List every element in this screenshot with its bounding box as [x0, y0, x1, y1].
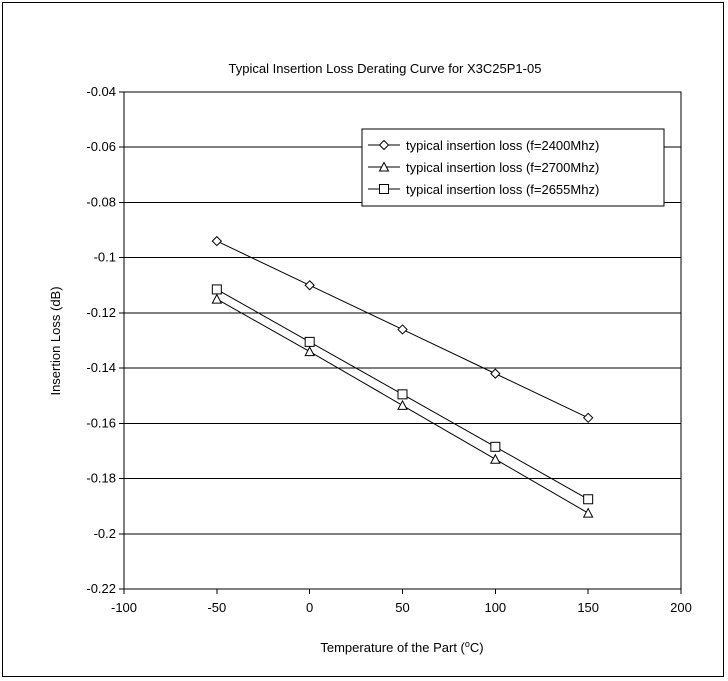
- data-point: [211, 293, 223, 304]
- data-point: [490, 441, 501, 452]
- y-tick-label: -0.08: [86, 194, 116, 209]
- legend-label: typical insertion loss (f=2655Mhz): [406, 182, 599, 197]
- plot-area: -0.04 -0.06 -0.08 -0.1 -0.12 -0.14 -0.16 -0.18 -…: [86, 84, 691, 615]
- series-3: [211, 284, 594, 505]
- x-tick-label: 200: [670, 600, 692, 615]
- legend-label: typical insertion loss (f=2700Mhz): [406, 160, 599, 175]
- y-tick-label: -0.16: [86, 415, 116, 430]
- legend-marker: [379, 184, 389, 194]
- x-axis-label-sup: o: [465, 639, 470, 649]
- y-tick-label: -0.18: [86, 471, 116, 486]
- data-point: [490, 453, 501, 464]
- data-point: [583, 494, 594, 505]
- x-tick-label: -100: [111, 600, 137, 615]
- x-tick-label: -50: [207, 600, 226, 615]
- data-point: [304, 336, 315, 347]
- series-1: [211, 235, 594, 424]
- x-axis-label-main: Temperature of the Part (: [320, 640, 465, 655]
- series-2: [211, 293, 594, 518]
- data-point: [211, 284, 222, 295]
- x-tick-label: 150: [577, 600, 599, 615]
- legend-box: [361, 128, 665, 207]
- data-point: [304, 345, 315, 357]
- x-tick-label: 0: [306, 600, 313, 615]
- y-tick-label: -0.14: [86, 360, 116, 375]
- data-point: [397, 399, 408, 410]
- data-point: [397, 389, 408, 400]
- data-point: [304, 280, 315, 291]
- x-axis-label: Temperature of the Part (oC): [320, 639, 483, 655]
- data-point: [582, 412, 594, 424]
- y-tick-label: -0.22: [86, 581, 116, 596]
- data-point: [211, 235, 223, 247]
- y-tick-label: -0.04: [86, 84, 116, 99]
- data-point: [397, 324, 408, 335]
- x-axis-label-end: C): [470, 640, 484, 655]
- legend: typical insertion loss (f=2400Mhz) typica…: [361, 128, 665, 207]
- y-axis-label: Insertion Loss (dB): [48, 286, 63, 395]
- legend-marker: [378, 139, 390, 151]
- legend-marker: [378, 161, 390, 172]
- y-tick-label: -0.2: [94, 526, 116, 541]
- data-point: [582, 507, 594, 518]
- y-tick-label: -0.12: [86, 305, 116, 320]
- x-tick-label: 100: [484, 600, 506, 615]
- x-tick-label: 50: [395, 600, 409, 615]
- y-tick-label: -0.06: [86, 139, 116, 154]
- legend-label: typical insertion loss (f=2400Mhz): [406, 138, 599, 153]
- chart-title: Typical Insertion Loss Derating Curve fo…: [229, 61, 542, 76]
- data-point: [490, 368, 501, 379]
- y-tick-label: -0.1: [94, 250, 116, 265]
